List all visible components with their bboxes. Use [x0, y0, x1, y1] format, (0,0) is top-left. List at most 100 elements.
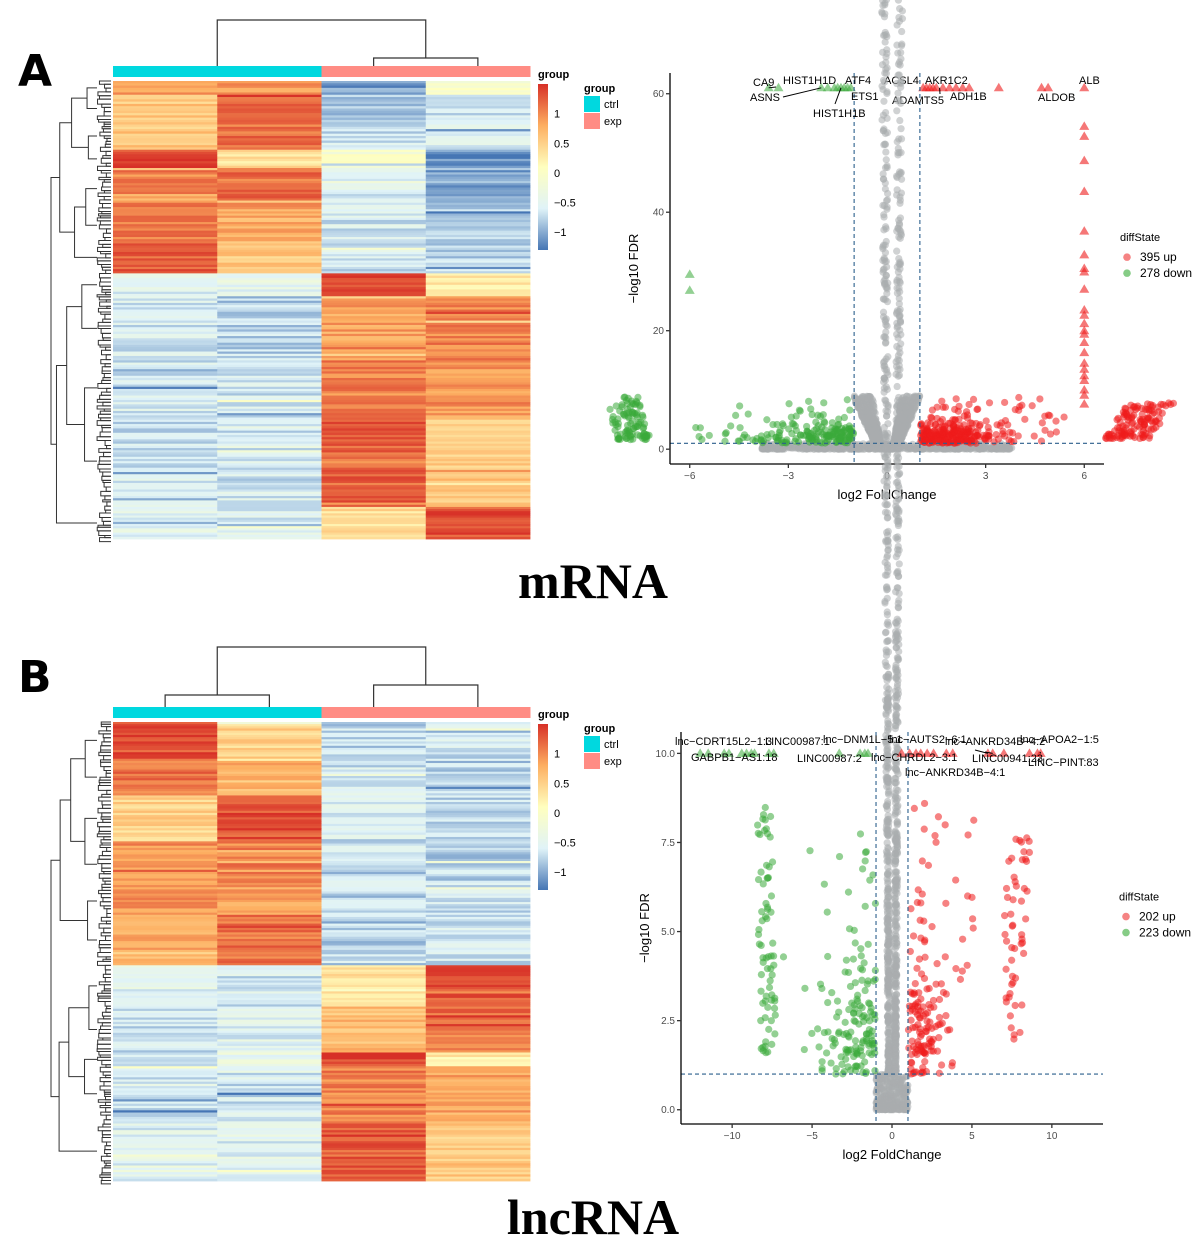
heatmap-cell	[321, 452, 427, 455]
heatmap-cell	[217, 135, 322, 139]
heatmap-cell	[113, 117, 218, 121]
heatmap-cell	[321, 298, 427, 302]
heatmap-cell	[425, 124, 531, 128]
heatmap-cell	[217, 289, 322, 293]
heatmap-cell	[321, 256, 427, 259]
heatmap-cell	[217, 358, 322, 361]
heatmap-cell	[217, 480, 322, 484]
heatmap-cell	[217, 202, 322, 206]
dendrogram-leaf	[99, 301, 111, 307]
heatmap-cell	[425, 340, 531, 344]
group-legend-swatch-ctrl	[584, 96, 600, 112]
heatmap-cell	[113, 371, 218, 374]
heatmap-cell	[113, 87, 218, 91]
heatmap-cell	[425, 388, 531, 392]
heatmap-cell	[217, 500, 322, 503]
heatmap-cell	[425, 351, 531, 355]
heatmap-cell	[113, 149, 218, 153]
heatmap-cell	[425, 377, 531, 381]
heatmap-cell	[321, 300, 427, 304]
heatmap-cell	[321, 441, 427, 445]
heatmap-cell	[217, 532, 322, 536]
heatmap-cell	[113, 147, 218, 151]
heatmap-cell	[217, 277, 322, 281]
heatmap-cell	[217, 476, 322, 479]
heatmap-cell	[321, 504, 427, 508]
heatmap-cell	[217, 131, 322, 135]
heatmap-cell	[113, 413, 218, 416]
heatmap-cell	[113, 393, 218, 396]
heatmap-cell	[425, 209, 531, 212]
heatmap-cell	[217, 239, 322, 242]
heatmap-cell	[425, 213, 531, 217]
heatmap-cell	[113, 496, 218, 499]
heatmap-cell	[321, 410, 427, 414]
heatmap-cell	[425, 273, 531, 277]
heatmap-cell	[425, 393, 531, 396]
heatmap-cell	[321, 502, 427, 506]
heatmap-cell	[321, 124, 427, 128]
heatmap-cell	[217, 360, 322, 363]
heatmap-cell	[217, 509, 322, 512]
heatmap-cell	[217, 320, 322, 324]
heatmap-cell	[217, 482, 322, 486]
heatmap-cell	[425, 228, 531, 232]
heatmap-cell	[321, 309, 427, 313]
heatmap-cell	[321, 282, 427, 286]
heatmap-cell	[113, 101, 218, 105]
heatmap-cell	[321, 266, 427, 270]
heatmap-cell	[113, 254, 218, 257]
heatmap-cell	[321, 161, 427, 164]
heatmap-cell	[217, 117, 322, 121]
heatmap-cell	[113, 406, 218, 410]
heatmap-cell	[113, 269, 218, 272]
heatmap-cell	[113, 234, 218, 238]
heatmap-cell	[113, 318, 218, 321]
heatmap-cell	[425, 521, 531, 525]
heatmap-cell	[321, 189, 427, 193]
heatmap-cell	[217, 200, 322, 204]
heatmap-cell	[217, 163, 322, 167]
heatmap-cell	[321, 489, 427, 493]
heatmap-cell	[113, 219, 218, 223]
heatmap-cell	[425, 327, 531, 330]
heatmap-cell	[113, 213, 218, 217]
heatmap-cell	[425, 181, 531, 184]
heatmap-cell	[113, 402, 218, 405]
heatmap-cell	[321, 228, 427, 232]
heatmap-cell	[113, 500, 218, 503]
heatmap-cell	[217, 463, 322, 466]
heatmap-cell	[217, 408, 322, 412]
heatmap-cell	[321, 500, 427, 503]
heatmap-cell	[321, 224, 427, 227]
dendrogram-leaf	[99, 537, 111, 543]
heatmap-cell	[217, 168, 322, 171]
heatmap-cell	[321, 404, 427, 407]
heatmap-cell	[217, 185, 322, 188]
heatmap-cell	[425, 170, 531, 173]
heatmap-cell	[425, 478, 531, 482]
heatmap-cell	[321, 200, 427, 204]
heatmap-cell	[321, 273, 427, 277]
heatmap-cell	[425, 450, 531, 453]
heatmap-cell	[321, 534, 427, 538]
heatmap-cell	[217, 260, 322, 264]
heatmap-cell	[113, 498, 218, 501]
heatmap-cell	[425, 413, 531, 416]
heatmap-cell	[113, 131, 218, 135]
heatmap-cell	[425, 97, 531, 100]
heatmap-cell	[217, 247, 322, 251]
heatmap-cell	[113, 517, 218, 521]
heatmap-cell	[217, 275, 322, 279]
heatmap-cell	[113, 445, 218, 449]
heatmap-cell	[217, 176, 322, 180]
heatmap-cell	[217, 410, 322, 414]
heatmap-cell	[113, 226, 218, 229]
heatmap-cell	[217, 269, 322, 272]
heatmap-cell	[321, 101, 427, 105]
heatmap-cell	[113, 305, 218, 308]
heatmap-cell	[217, 191, 322, 195]
heatmap-cell	[425, 424, 531, 427]
heatmap-cell	[217, 380, 322, 383]
heatmap-cell	[113, 452, 218, 455]
